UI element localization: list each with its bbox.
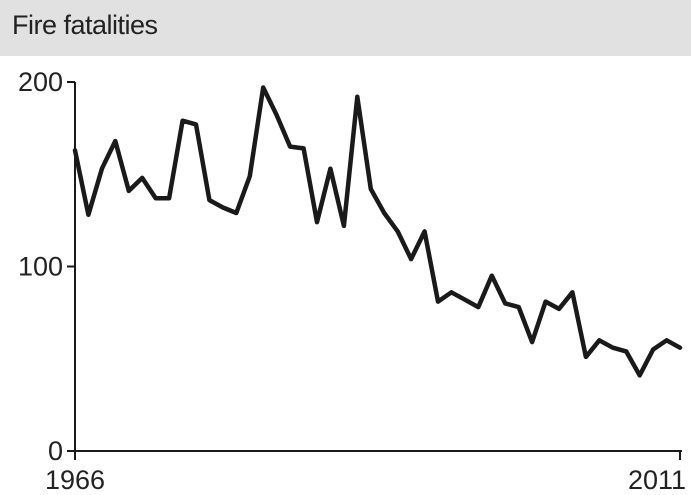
- x-tick-label: 2011: [628, 465, 686, 495]
- y-tick-label: 200: [18, 67, 63, 97]
- y-tick-label: 0: [48, 436, 63, 466]
- chart-title: Fire fatalities: [12, 10, 158, 40]
- y-tick-label: 100: [18, 252, 63, 282]
- series-line: [72, 85, 683, 378]
- title-bar: Fire fatalities: [0, 0, 691, 56]
- x-tick-label: 1966: [45, 465, 105, 495]
